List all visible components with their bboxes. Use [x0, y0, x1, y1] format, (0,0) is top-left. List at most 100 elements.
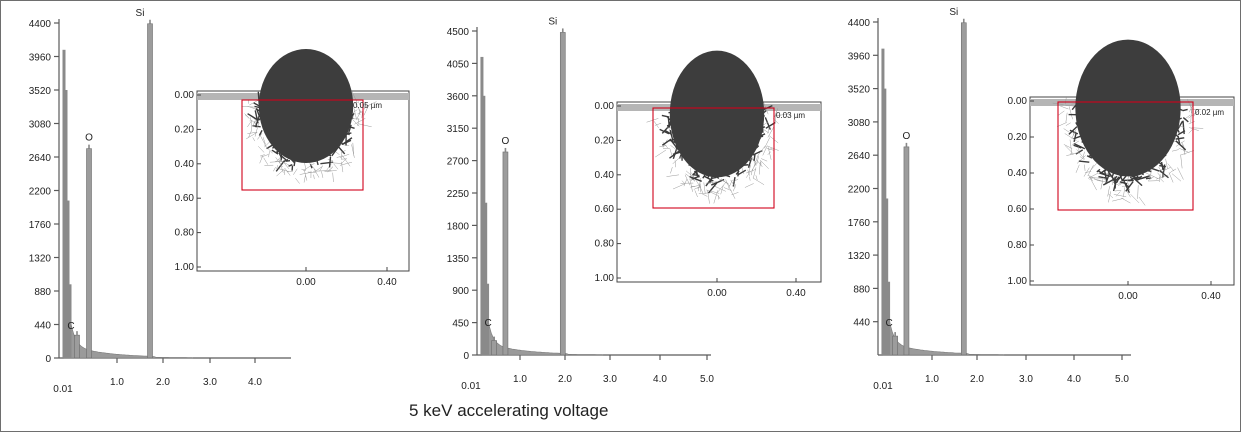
x-tick-label: 3.0 [1019, 374, 1033, 385]
y-tick-label: 2200 [848, 185, 871, 196]
spectrum-panel-2: 0450900135018002250270031503600405045000… [447, 16, 821, 392]
spectrum-background [883, 249, 1004, 355]
peak-label-c: C [67, 321, 74, 332]
peak-label-c: C [886, 318, 893, 329]
inset-y-tick-label: 0.60 [595, 204, 615, 215]
x-tick-label: 4.0 [1067, 374, 1081, 385]
trajectory [693, 175, 699, 176]
trajectory [330, 157, 331, 168]
y-tick-label: 3080 [29, 120, 52, 131]
x-tick-label: 0.01 [53, 384, 73, 395]
inset-y-tick-label: 0.40 [175, 159, 195, 170]
inset-y-tick-label: 0.80 [595, 239, 615, 250]
inset-x-tick-label: 0.00 [1118, 291, 1138, 302]
peak-tip [562, 28, 564, 32]
peak-label-si: Si [548, 16, 557, 27]
y-tick-label: 2250 [447, 189, 470, 200]
peak-label-o: O [903, 131, 911, 142]
figure-caption: 5 keV accelerating voltage [409, 401, 809, 421]
inset-x-tick-label: 0.40 [377, 277, 397, 288]
peak-c [893, 336, 898, 355]
peak-c [492, 341, 497, 355]
y-tick-label: 0 [45, 354, 51, 365]
y-tick-label: 1800 [447, 221, 470, 232]
y-tick-label: 1350 [447, 254, 470, 265]
y-tick-label: 440 [853, 318, 870, 329]
y-tick-label: 3520 [29, 86, 52, 97]
inset-y-tick-label: 0.00 [175, 90, 195, 101]
peak-tip [76, 331, 78, 335]
y-tick-label: 2640 [29, 153, 52, 164]
inset-y-tick-label: 0.20 [1008, 132, 1028, 143]
x-tick-label: 0.01 [873, 381, 893, 392]
x-tick-label: 4.0 [653, 374, 667, 385]
peak-o [87, 149, 92, 358]
y-tick-label: 3080 [848, 118, 871, 129]
y-tick-label: 450 [452, 319, 469, 330]
peak-si [148, 24, 153, 358]
inset-x-tick-label: 0.40 [1201, 291, 1221, 302]
y-tick-label: 2700 [447, 157, 470, 168]
y-tick-label: 4050 [447, 59, 470, 70]
x-tick-label: 2.0 [558, 374, 572, 385]
inset-y-tick-label: 0.80 [1008, 240, 1028, 251]
x-tick-label: 1.0 [110, 377, 124, 388]
x-tick-label: 0.01 [461, 381, 481, 392]
peak-si [560, 32, 565, 355]
x-tick-label: 5.0 [1115, 374, 1129, 385]
x-tick-label: 3.0 [203, 377, 217, 388]
peak-si [961, 23, 966, 355]
inset-scale-label: 0.05 µm [353, 101, 382, 110]
x-tick-label: 1.0 [925, 374, 939, 385]
interaction-volume [259, 49, 353, 163]
peak-label-c: C [485, 318, 492, 329]
peak-o [503, 152, 508, 355]
spectrum-panel-1: 0440880132017602200264030803520396044000… [29, 8, 409, 395]
y-tick-label: 1760 [29, 220, 52, 231]
peak-tip [894, 332, 896, 336]
y-tick-label: 0 [463, 351, 469, 362]
interaction-volume [1075, 40, 1180, 177]
peak-c [75, 335, 80, 358]
trajectory [1121, 180, 1133, 181]
inset-y-tick-label: 0.60 [175, 193, 195, 204]
x-tick-label: 2.0 [156, 377, 170, 388]
peak-tip [493, 337, 495, 341]
inset-scale-label: 0.03 µm [776, 111, 805, 120]
y-tick-label: 440 [34, 321, 51, 332]
inset-y-tick-label: 1.00 [175, 262, 195, 273]
peak-tip [963, 19, 965, 23]
y-tick-label: 880 [853, 284, 870, 295]
inset-y-tick-label: 1.00 [1008, 276, 1028, 287]
inset-y-tick-label: 0.00 [1008, 96, 1028, 107]
y-tick-label: 2640 [848, 151, 871, 162]
y-tick-label: 3520 [848, 85, 871, 96]
peak-tip [906, 143, 908, 147]
y-tick-label: 3600 [447, 92, 470, 103]
peak-o [904, 147, 909, 355]
x-tick-label: 4.0 [248, 377, 262, 388]
inset-y-tick-label: 0.20 [595, 135, 615, 146]
peak-label-o: O [85, 133, 93, 144]
y-tick-label: 3960 [29, 53, 52, 64]
x-tick-label: 3.0 [603, 374, 617, 385]
peak-tip [88, 145, 90, 149]
inset-y-tick-label: 0.60 [1008, 204, 1028, 215]
y-tick-label: 3150 [447, 124, 470, 135]
x-tick-label: 2.0 [970, 374, 984, 385]
y-tick-label: 2200 [29, 187, 52, 198]
y-tick-label: 1320 [29, 254, 52, 265]
peak-label-o: O [502, 136, 510, 147]
trajectory [1115, 180, 1116, 188]
peak-label-si: Si [949, 7, 958, 18]
peak-tip [505, 148, 507, 152]
y-tick-label: 880 [34, 287, 51, 298]
inset-y-tick-label: 1.00 [595, 273, 615, 284]
inset-y-tick-label: 0.00 [595, 101, 615, 112]
interaction-volume [670, 51, 764, 178]
